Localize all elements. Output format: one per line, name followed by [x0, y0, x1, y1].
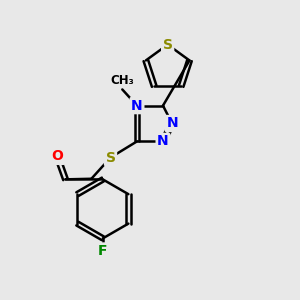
Text: CH₃: CH₃ — [110, 74, 134, 87]
Text: O: O — [51, 149, 63, 164]
Text: F: F — [98, 244, 108, 258]
Text: N: N — [166, 116, 178, 130]
Text: N: N — [157, 134, 169, 148]
Text: S: S — [106, 151, 116, 165]
Text: S: S — [163, 38, 173, 52]
Text: N: N — [131, 99, 143, 112]
